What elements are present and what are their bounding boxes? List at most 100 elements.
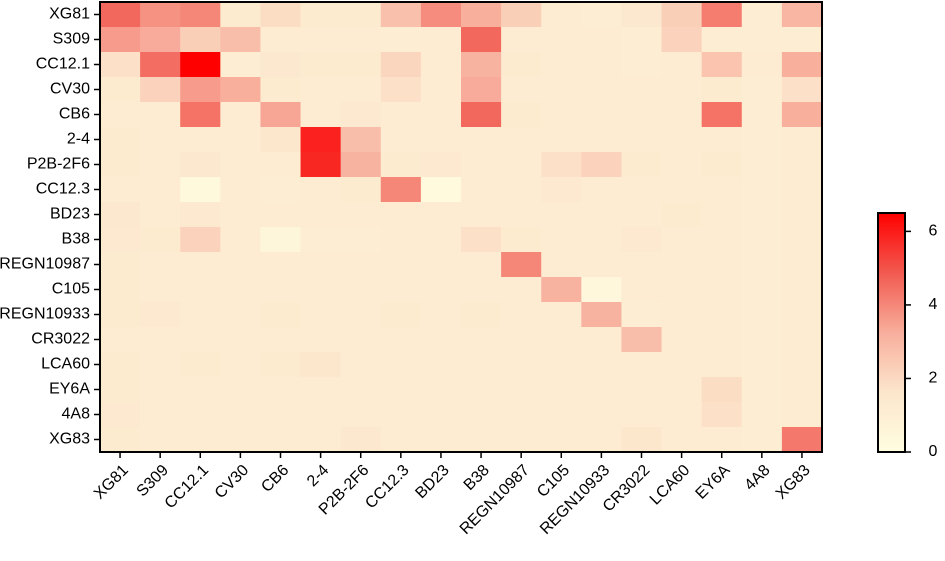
heat-cell xyxy=(100,177,141,203)
heat-cell xyxy=(220,377,261,403)
x-tick-label: EY6A xyxy=(693,462,734,503)
heat-cell xyxy=(140,377,181,403)
heat-cell xyxy=(621,402,663,428)
heat-cell xyxy=(501,127,542,153)
heat-cell xyxy=(380,302,422,328)
heat-cell xyxy=(420,402,462,428)
heat-cell xyxy=(380,427,422,453)
heat-cell xyxy=(220,202,261,228)
heat-cell xyxy=(581,402,622,428)
heat-cell xyxy=(300,177,342,203)
heat-cell xyxy=(581,427,622,453)
y-tick-label: CV30 xyxy=(50,81,90,98)
y-tick-label: XG83 xyxy=(49,431,90,448)
heat-cell xyxy=(661,127,703,153)
heat-cell xyxy=(340,202,382,228)
heat-cell xyxy=(300,377,342,403)
heat-cell xyxy=(420,352,462,378)
heat-cell xyxy=(701,127,743,153)
heat-cell xyxy=(140,427,181,453)
heat-cell xyxy=(781,202,823,228)
y-tick-label: S309 xyxy=(53,31,90,48)
heat-cell xyxy=(380,377,422,403)
x-tick-label: 4A8 xyxy=(741,462,773,494)
heat-cell xyxy=(220,27,261,53)
heat-cell xyxy=(260,127,302,153)
heat-cell xyxy=(661,352,703,378)
heat-cell xyxy=(340,402,382,428)
heat-cell xyxy=(661,377,703,403)
heat-cell xyxy=(340,127,382,153)
heat-cell xyxy=(140,152,181,178)
heat-cell xyxy=(541,252,582,278)
heat-cell xyxy=(701,52,743,78)
heat-cell xyxy=(701,102,743,128)
heat-cell xyxy=(541,27,582,53)
heat-cell xyxy=(420,277,462,303)
heat-cell xyxy=(701,277,743,303)
heat-cell xyxy=(340,52,382,78)
heat-cell xyxy=(661,252,703,278)
heat-cell xyxy=(541,52,582,78)
y-tick-label: CC12.1 xyxy=(36,56,90,73)
heat-cell xyxy=(220,427,261,453)
heat-cell xyxy=(501,102,542,128)
heat-cell xyxy=(581,277,622,303)
heat-cell xyxy=(741,377,783,403)
heat-cell xyxy=(100,402,141,428)
heat-cell xyxy=(541,277,582,303)
heat-cell xyxy=(180,227,221,253)
heat-cell xyxy=(300,227,342,253)
y-tick-label: CB6 xyxy=(59,106,90,123)
heat-cell xyxy=(621,77,663,103)
x-tick-label: 2-4 xyxy=(304,462,332,490)
heat-cell xyxy=(260,377,302,403)
heat-cell xyxy=(380,202,422,228)
heat-cell xyxy=(420,77,462,103)
heat-cell xyxy=(581,152,622,178)
y-tick-label: P2B-2F6 xyxy=(27,156,90,173)
heat-cell xyxy=(581,327,622,353)
heat-cell xyxy=(180,277,221,303)
heat-cell xyxy=(100,52,141,78)
heat-cell xyxy=(461,277,502,303)
heat-cell xyxy=(781,102,823,128)
heat-cell xyxy=(741,152,783,178)
heat-cell xyxy=(420,227,462,253)
y-tick-label: REGN10987 xyxy=(0,256,90,273)
heat-cell xyxy=(420,127,462,153)
heat-cell xyxy=(501,427,542,453)
heat-cell xyxy=(100,427,141,453)
heat-cell xyxy=(380,327,422,353)
heat-cell xyxy=(140,252,181,278)
y-tick-label: REGN10933 xyxy=(0,306,90,323)
heat-cell xyxy=(701,152,743,178)
heat-cell xyxy=(461,427,502,453)
heat-cell xyxy=(100,127,141,153)
heat-cell xyxy=(100,202,141,228)
heat-cell xyxy=(701,327,743,353)
heat-cell xyxy=(501,277,542,303)
heat-cell xyxy=(461,2,502,28)
heat-cell xyxy=(180,102,221,128)
heat-cell xyxy=(260,402,302,428)
heat-cell xyxy=(621,2,663,28)
heat-cell xyxy=(220,177,261,203)
heat-cell xyxy=(180,127,221,153)
heat-cell xyxy=(741,27,783,53)
heat-cell xyxy=(420,427,462,453)
heat-cell xyxy=(340,27,382,53)
heat-cell xyxy=(100,77,141,103)
heat-cell xyxy=(621,177,663,203)
heat-cell xyxy=(100,377,141,403)
heat-cell xyxy=(461,377,502,403)
heat-cell xyxy=(541,302,582,328)
colorbar xyxy=(877,212,906,453)
heat-cell xyxy=(701,427,743,453)
heat-cell xyxy=(741,77,783,103)
heat-cell xyxy=(380,127,422,153)
heat-cell xyxy=(501,27,542,53)
heat-cell xyxy=(541,377,582,403)
heat-cell xyxy=(140,2,181,28)
